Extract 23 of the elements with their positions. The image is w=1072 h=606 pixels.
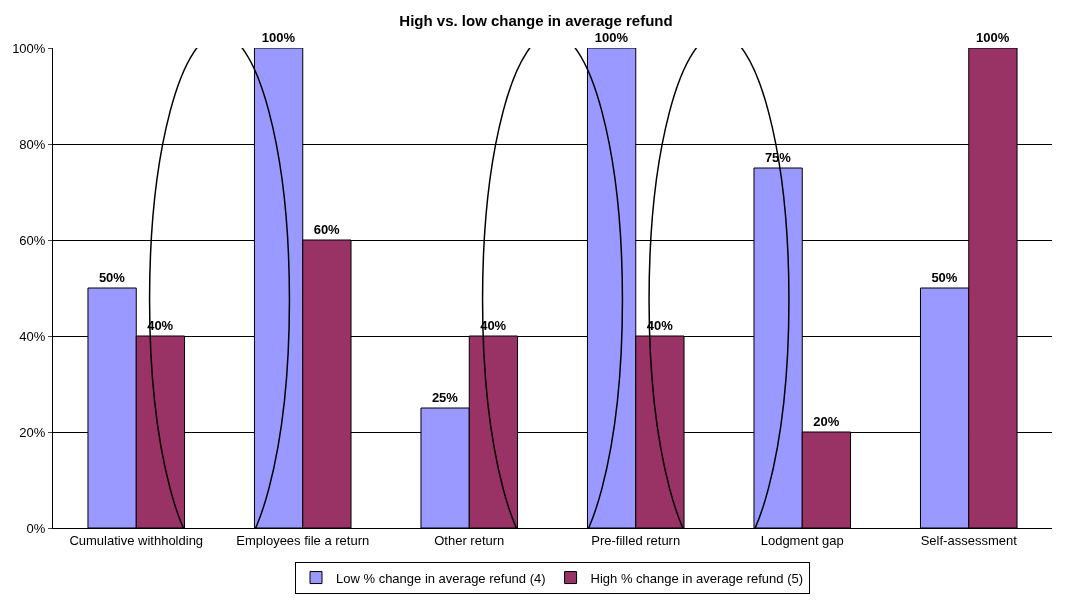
data-label: 60% [313,222,341,237]
x-tick-label: Pre-filled return [591,532,681,548]
x-tick-label: Self-assessment [920,532,1018,548]
chart-title: High vs. low change in average refund [399,11,673,29]
y-tick-label: 100% [12,40,46,56]
data-label: 20% [813,414,840,429]
x-tick-label: Cumulative withholding [69,532,204,548]
legend-label: High % change in average refund (5) [590,570,804,586]
y-tick-label: 40% [19,328,46,344]
y-tick-label: 80% [19,136,46,152]
data-label: 50% [98,270,126,285]
y-tick-label: 0% [26,520,46,536]
data-label: 100% [261,30,296,45]
x-tick-label: Lodgment gap [760,532,844,548]
data-label: 50% [931,270,958,285]
legend-label: Low % change in average refund (4) [336,570,546,586]
data-label: 100% [976,30,1010,45]
x-tick-label: Employees file a return [236,532,370,548]
data-label: 25% [431,390,459,405]
y-tick-label: 60% [19,232,46,248]
data-label: 100% [594,30,629,45]
y-tick-label: 20% [19,424,46,440]
x-tick-label: Other return [434,532,505,548]
